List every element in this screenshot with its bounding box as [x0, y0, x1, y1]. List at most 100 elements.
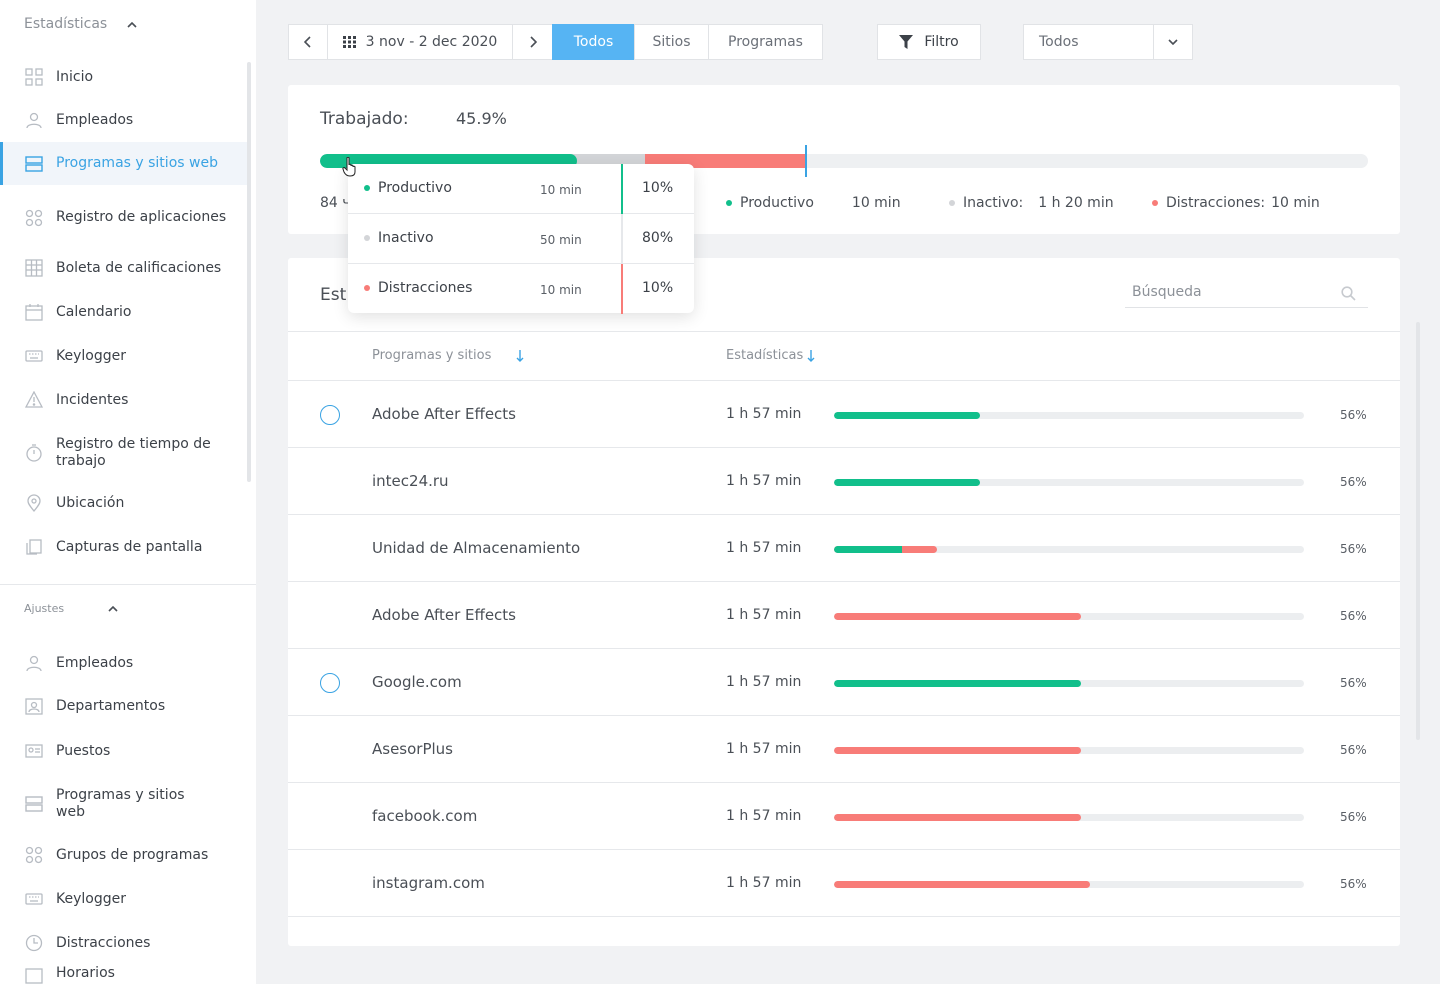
sidebar-item-stats-3[interactable]: Registro de aplicaciones — [0, 195, 248, 240]
sidebar-item-settings-4[interactable]: Grupos de programas — [0, 833, 248, 877]
sidebar-item-stats-1[interactable]: Empleados — [0, 98, 248, 142]
schedule-icon — [24, 965, 44, 984]
tooltip-duration: 10 min — [540, 283, 582, 297]
sidebar-item-label: Horarios — [56, 965, 115, 981]
sort-arrow-icon[interactable] — [516, 349, 524, 362]
stats-section-header[interactable]: Estadísticas — [24, 16, 137, 32]
sidebar-item-label: Grupos de programas — [56, 846, 209, 863]
sidebar-item-settings-6[interactable]: Distracciones — [0, 921, 248, 965]
sidebar-item-label: Registro de tiempo de trabajo — [56, 435, 211, 469]
chevron-down-icon — [1168, 39, 1178, 45]
legend-distractions-label: Distracciones: — [1166, 195, 1266, 211]
tab-todos[interactable]: Todos — [552, 24, 635, 60]
tooltip-percent: 10% — [642, 280, 674, 296]
tab-programas[interactable]: Programas — [708, 24, 823, 60]
sidebar-item-settings-7[interactable]: Horarios — [0, 965, 248, 984]
stats-bar-distraction — [834, 881, 1091, 888]
sidebar-item-stats-6[interactable]: Keylogger — [0, 334, 248, 378]
sidebar-item-stats-7[interactable]: Incidentes — [0, 378, 248, 422]
table-row[interactable]: intec24.ru 1 h 57 min 56% — [288, 448, 1400, 515]
user-icon — [24, 110, 44, 130]
sidebar-item-settings-0[interactable]: Empleados — [0, 641, 248, 685]
worked-tooltip: Productivo 10 min 10% Inactivo 50 min 80% Dist… — [348, 164, 694, 314]
sidebar-item-label: Keylogger — [56, 347, 126, 364]
id-card-icon — [24, 741, 44, 761]
column-header-programs[interactable]: Programas y sitios — [372, 348, 524, 363]
stats-bar-productive — [834, 412, 980, 419]
search-input[interactable]: Búsqueda — [1125, 280, 1368, 308]
column-header-stats[interactable]: Estadísticas — [726, 348, 815, 363]
filter-button[interactable]: Filtro — [877, 24, 981, 60]
stats-section-label: Estadísticas — [24, 16, 108, 32]
sidebar-item-stats-4[interactable]: Boleta de calificaciones — [0, 246, 248, 290]
program-percent: 56% — [1340, 676, 1367, 690]
legend-productive-label: Productivo — [740, 195, 814, 211]
program-name[interactable]: facebook.com — [372, 807, 478, 825]
worked-value: 45.9% — [456, 109, 507, 128]
divider — [288, 331, 1400, 332]
next-button[interactable] — [512, 24, 553, 60]
sidebar-item-settings-1[interactable]: Departamentos — [0, 684, 248, 728]
tooltip-percent: 10% — [642, 180, 674, 196]
table-row[interactable]: Google.com 1 h 57 min 56% — [288, 649, 1400, 716]
table-row[interactable]: Adobe After Effects 1 h 57 min 56% — [288, 582, 1400, 649]
sidebar-item-stats-8[interactable]: Registro de tiempo de trabajo — [0, 430, 248, 475]
prev-button[interactable] — [288, 24, 328, 60]
legend-distractions-value: 10 min — [1271, 195, 1320, 211]
status-dot — [364, 285, 370, 291]
search-icon[interactable] — [1341, 286, 1356, 301]
sidebar-item-settings-2[interactable]: Puestos — [0, 729, 248, 773]
chevron-up-icon — [127, 18, 137, 31]
table-row[interactable]: instagram.com 1 h 57 min 56% — [288, 850, 1400, 917]
program-name[interactable]: Google.com — [372, 673, 462, 691]
apps-icon — [24, 208, 44, 228]
program-name[interactable]: Adobe After Effects — [372, 606, 516, 624]
column-header-programs-label: Programas y sitios — [372, 348, 492, 363]
table-row[interactable]: Unidad de Almacenamiento 1 h 57 min 56% — [288, 515, 1400, 582]
program-name[interactable]: Adobe After Effects — [372, 405, 516, 423]
sidebar-item-settings-3[interactable]: Programas y sitios web — [0, 781, 248, 826]
sidebar-item-label: Ubicación — [56, 494, 125, 511]
program-time: 1 h 57 min — [726, 674, 802, 690]
legend-inactive-value: 1 h 20 min — [1038, 195, 1114, 211]
program-name[interactable]: AsesorPlus — [372, 740, 453, 758]
sidebar-item-label: Boleta de calificaciones — [56, 259, 222, 276]
table-row[interactable]: AsesorPlus 1 h 57 min 56% — [288, 716, 1400, 783]
stats-bar-distraction — [834, 613, 1081, 620]
server-icon — [24, 154, 44, 174]
program-percent: 56% — [1340, 542, 1367, 556]
program-name[interactable]: intec24.ru — [372, 472, 449, 490]
program-time: 1 h 57 min — [726, 875, 802, 891]
program-name[interactable]: Unidad de Almacenamiento — [372, 539, 581, 557]
sidebar-item-stats-0[interactable]: Inicio — [0, 55, 248, 99]
sort-arrow-icon[interactable] — [807, 349, 815, 362]
sidebar-item-stats-10[interactable]: Capturas de pantalla — [0, 525, 248, 569]
table-scrollbar[interactable] — [1416, 322, 1420, 740]
server-icon — [24, 794, 44, 814]
select-toggle[interactable] — [1153, 24, 1193, 60]
tooltip-color-bar — [621, 264, 623, 314]
sidebar-item-label: Programas y sitios web — [56, 155, 218, 171]
sidebar-item-stats-2[interactable]: Programas y sitios web — [0, 142, 248, 185]
program-name[interactable]: instagram.com — [372, 874, 485, 892]
program-stats-bar — [834, 881, 1304, 888]
tab-sitios[interactable]: Sitios — [634, 24, 709, 60]
sidebar-item-label: Incidentes — [56, 391, 129, 408]
sidebar-item-settings-5[interactable]: Keylogger — [0, 877, 248, 921]
hand-cursor-icon — [342, 157, 356, 177]
keyboard-icon — [24, 346, 44, 366]
clock-icon — [24, 933, 44, 953]
row-radio[interactable] — [320, 673, 340, 693]
table-row[interactable]: facebook.com 1 h 57 min 56% — [288, 783, 1400, 850]
sidebar-item-stats-9[interactable]: Ubicación — [0, 481, 248, 525]
table-row[interactable]: Adobe After Effects 1 h 57 min 56% — [288, 381, 1400, 448]
sidebar-scrollbar[interactable] — [247, 62, 251, 482]
settings-section-header[interactable]: Ajustes — [24, 602, 118, 615]
legend-productive-value: 10 min — [851, 195, 901, 211]
row-radio[interactable] — [320, 405, 340, 425]
sidebar-item-stats-5[interactable]: Calendario — [0, 290, 248, 334]
todos-select[interactable]: Todos — [1023, 24, 1193, 60]
date-range-button[interactable]: 3 nov - 2 dec 2020 — [327, 24, 513, 60]
tooltip-label: Inactivo — [378, 230, 434, 246]
legend-inactive: Inactivo: 1 h 20 min — [949, 195, 1114, 211]
